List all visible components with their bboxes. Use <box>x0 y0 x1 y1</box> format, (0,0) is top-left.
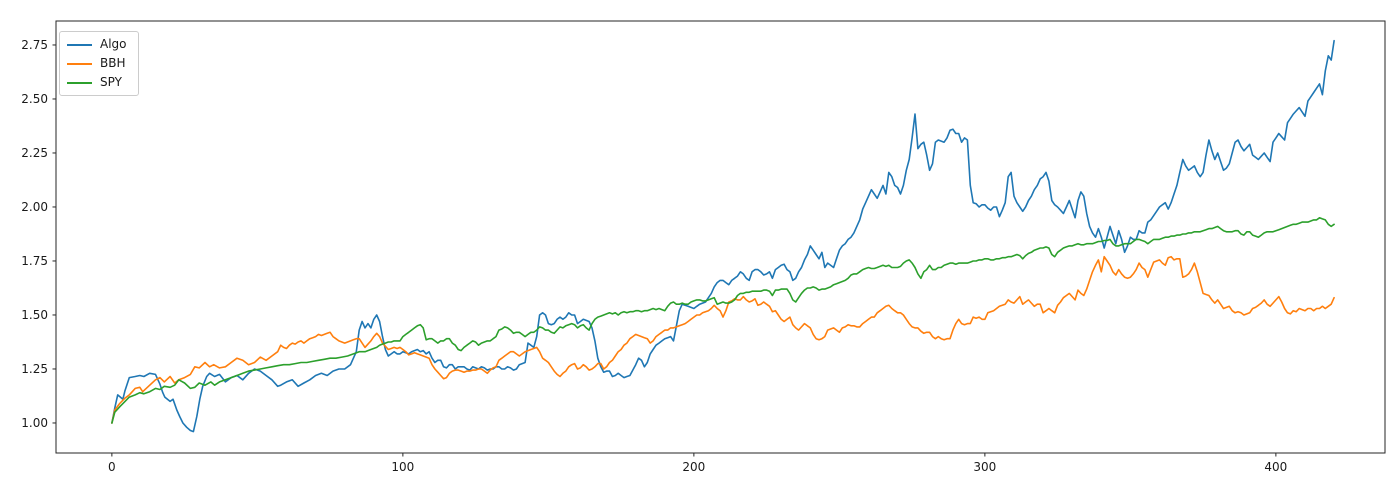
y-tick-label: 2.75 <box>21 38 48 52</box>
legend-label-bbh: BBH <box>100 56 126 70</box>
legend-item-spy: SPY <box>67 76 130 89</box>
x-tick-label: 100 <box>391 460 414 474</box>
x-tick-label: 0 <box>108 460 116 474</box>
series-line-bbh <box>111 255 1335 424</box>
y-tick-label: 2.25 <box>21 146 48 160</box>
y-tick-label: 1.25 <box>21 362 48 376</box>
y-tick-label: 1.00 <box>21 416 48 430</box>
axes-spines <box>55 20 1386 454</box>
bbh-line-swatch-icon <box>67 62 92 65</box>
legend-label-spy: SPY <box>100 75 122 89</box>
series-line-algo <box>111 39 1335 433</box>
y-tick-label: 2.00 <box>21 200 48 214</box>
y-tick-label: 1.50 <box>21 308 48 322</box>
series-line-spy <box>111 217 1335 424</box>
spy-line-swatch-icon <box>67 81 92 84</box>
x-tick-label: 400 <box>1264 460 1287 474</box>
x-tick-label: 300 <box>973 460 996 474</box>
x-tick-label: 200 <box>682 460 705 474</box>
y-tick-label: 1.75 <box>21 254 48 268</box>
algo-line-swatch-icon <box>67 43 92 46</box>
legend-item-algo: Algo <box>67 38 130 51</box>
y-tick-label: 2.50 <box>21 92 48 106</box>
legend: Algo BBH SPY <box>59 31 139 96</box>
legend-label-algo: Algo <box>100 37 127 51</box>
legend-item-bbh: BBH <box>67 57 130 70</box>
